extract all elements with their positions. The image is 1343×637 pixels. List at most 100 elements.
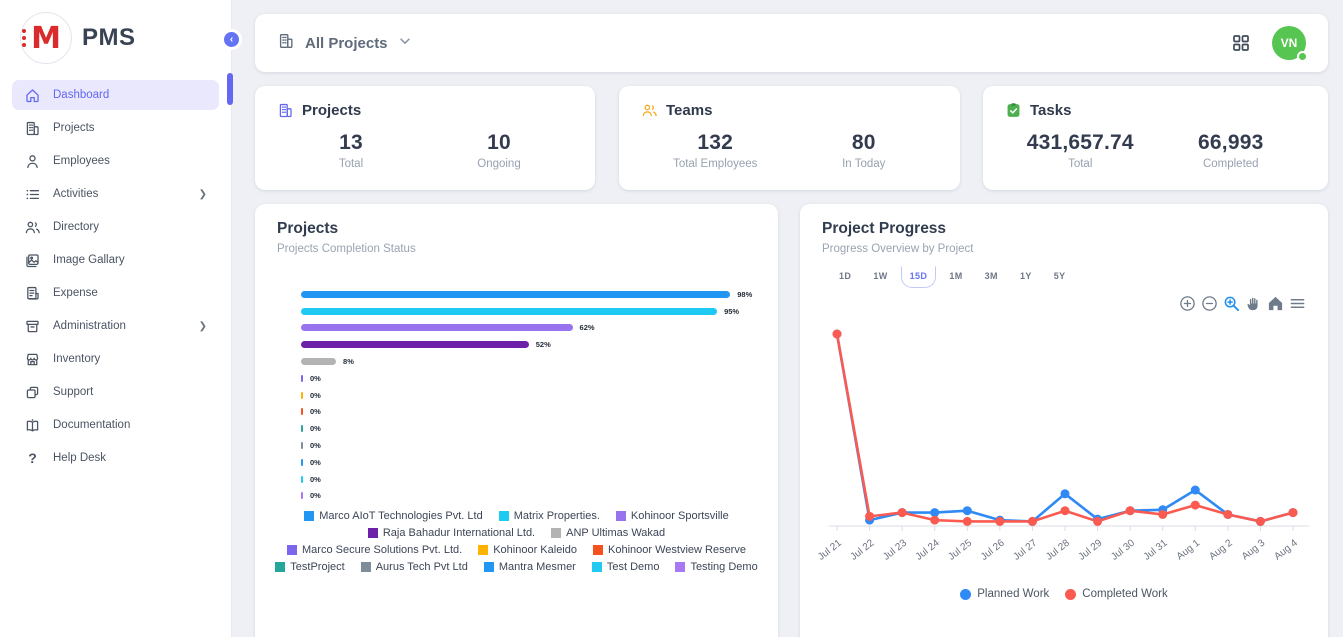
sidebar-item-expense[interactable]: Expense: [12, 278, 219, 308]
sidebar-item-directory[interactable]: Directory: [12, 212, 219, 242]
legend-item[interactable]: Kohinoor Westview Reserve: [593, 544, 746, 556]
sidebar-item-label: Directory: [53, 221, 100, 233]
person-icon: [24, 153, 41, 170]
bar-value-label: 0%: [310, 407, 321, 417]
bar-chart-legend: Marco AIoT Technologies Pvt. Ltd Matrix P…: [255, 510, 778, 573]
stat-value: 80: [851, 131, 876, 154]
panel-subtitle: Progress Overview by Project: [822, 243, 974, 255]
stat-metric: 431,657.74 Total: [1005, 131, 1156, 170]
completion-bar: 0%: [301, 471, 761, 488]
sidebar-item-documentation[interactable]: Documentation: [12, 410, 219, 440]
bar-value-label: 0%: [310, 457, 321, 467]
sidebar: M PMS Dashboard Projects Employees Activ…: [0, 0, 233, 637]
legend-item[interactable]: Planned Work: [960, 588, 1049, 600]
stat-value: 431,657.74: [1026, 131, 1134, 154]
stat-label: Completed: [1202, 158, 1259, 170]
range-button-1y[interactable]: 1Y: [1019, 271, 1032, 281]
pan-icon[interactable]: [1244, 294, 1262, 312]
sidebar-item-label: Activities: [53, 188, 99, 200]
stat-metric: 132 Total Employees: [641, 131, 790, 170]
stat-card-title: Teams: [666, 102, 713, 119]
legend-item[interactable]: Testing Demo: [675, 561, 758, 573]
legend-item[interactable]: Marco AIoT Technologies Pvt. Ltd: [304, 510, 483, 522]
completion-bar: 52%: [301, 336, 761, 353]
range-button-1d[interactable]: 1D: [839, 271, 852, 281]
legend-item[interactable]: Test Demo: [591, 561, 659, 573]
legend-swatch: [275, 562, 286, 572]
range-button-1w[interactable]: 1W: [873, 271, 888, 281]
legend-item[interactable]: Matrix Properties.: [498, 510, 600, 522]
completion-bar: 0%: [301, 454, 761, 471]
sidebar-item-support[interactable]: Support: [12, 377, 219, 407]
sidebar-item-help-desk[interactable]: ? Help Desk: [12, 443, 219, 473]
sidebar-item-label: Support: [53, 386, 94, 398]
stat-label: Total Employees: [673, 158, 758, 170]
chart-toolbar: [1178, 294, 1306, 312]
legend-item[interactable]: Kohinoor Kaleido: [478, 544, 577, 556]
user-avatar[interactable]: VN: [1272, 26, 1308, 62]
legend-swatch: [551, 528, 562, 538]
sidebar-item-administration[interactable]: Administration ❯: [12, 311, 219, 341]
selection-zoom-icon[interactable]: [1222, 294, 1240, 312]
book-icon: [24, 417, 41, 434]
sidebar-item-label: Help Desk: [53, 452, 107, 464]
legend-item[interactable]: Marco Secure Solutions Pvt. Ltd.: [287, 544, 462, 556]
project-filter-dropdown[interactable]: All Projects: [277, 32, 412, 54]
legend-item[interactable]: Raja Bahadur International Ltd.: [367, 527, 535, 539]
sidebar-collapse-button[interactable]: ‹: [221, 29, 242, 50]
app-logo: M PMS: [0, 0, 231, 74]
archive-icon: [24, 318, 41, 335]
legend-swatch: [367, 528, 378, 538]
legend-swatch: [615, 511, 626, 521]
range-button-5y[interactable]: 5Y: [1053, 271, 1066, 281]
home-icon[interactable]: [1266, 294, 1284, 312]
svg-text:Jul 27: Jul 27: [1011, 537, 1039, 562]
active-item-indicator: [227, 73, 233, 105]
sidebar-item-employees[interactable]: Employees: [12, 146, 219, 176]
stat-label: Total: [1068, 158, 1093, 170]
sidebar-item-activities[interactable]: Activities ❯: [12, 179, 219, 209]
building-icon: [24, 120, 41, 137]
apps-grid-icon[interactable]: [1232, 34, 1250, 52]
bar-value-label: 62%: [579, 323, 595, 333]
legend-item[interactable]: Mantra Mesmer: [483, 561, 576, 573]
stat-metric: 66,993 Completed: [1156, 131, 1307, 170]
legend-item[interactable]: Completed Work: [1065, 588, 1168, 600]
range-button-1m[interactable]: 1M: [949, 271, 963, 281]
zoom-out-icon[interactable]: [1200, 294, 1218, 312]
stat-value: 13: [339, 131, 363, 154]
sidebar-item-label: Documentation: [53, 419, 131, 431]
legend-item[interactable]: TestProject: [275, 561, 345, 573]
range-button-15d[interactable]: 15D: [900, 266, 937, 288]
range-button-3m[interactable]: 3M: [984, 271, 998, 281]
building-icon: [277, 102, 294, 119]
bar-value-label: 52%: [535, 340, 551, 350]
legend-swatch: [498, 511, 509, 521]
legend-item[interactable]: ANP Ultimas Wakad: [551, 527, 665, 539]
project-filter-label: All Projects: [305, 34, 388, 52]
bar-value-label: 0%: [310, 390, 321, 400]
sidebar-item-inventory[interactable]: Inventory: [12, 344, 219, 374]
legend-swatch: [483, 562, 494, 572]
legend-item[interactable]: Aurus Tech Pvt Ltd: [360, 561, 468, 573]
question-icon: ?: [28, 450, 37, 466]
legend-swatch: [360, 562, 371, 572]
legend-item[interactable]: Kohinoor Sportsville: [615, 510, 729, 522]
bar-value-label: 98%: [737, 289, 753, 299]
list-icon: [24, 186, 41, 203]
copy-icon: [24, 384, 41, 401]
svg-text:Jul 31: Jul 31: [1142, 537, 1170, 562]
sidebar-item-dashboard[interactable]: Dashboard: [12, 80, 219, 110]
task-check-icon: [1005, 102, 1022, 119]
stat-card-projects: Projects 13 Total 10 Ongoing: [255, 86, 595, 190]
svg-text:Aug 1: Aug 1: [1175, 537, 1203, 562]
stat-metric: 10 Ongoing: [425, 131, 573, 170]
menu-icon[interactable]: [1288, 294, 1306, 312]
sidebar-item-image-gallary[interactable]: Image Gallary: [12, 245, 219, 275]
zoom-in-icon[interactable]: [1178, 294, 1196, 312]
image-icon: [24, 252, 41, 269]
sidebar-item-projects[interactable]: Projects: [12, 113, 219, 143]
svg-text:Aug 3: Aug 3: [1240, 537, 1268, 562]
projects-completion-panel: Projects Projects Completion Status 98% …: [255, 204, 778, 637]
sidebar-item-label: Image Gallary: [53, 254, 125, 266]
